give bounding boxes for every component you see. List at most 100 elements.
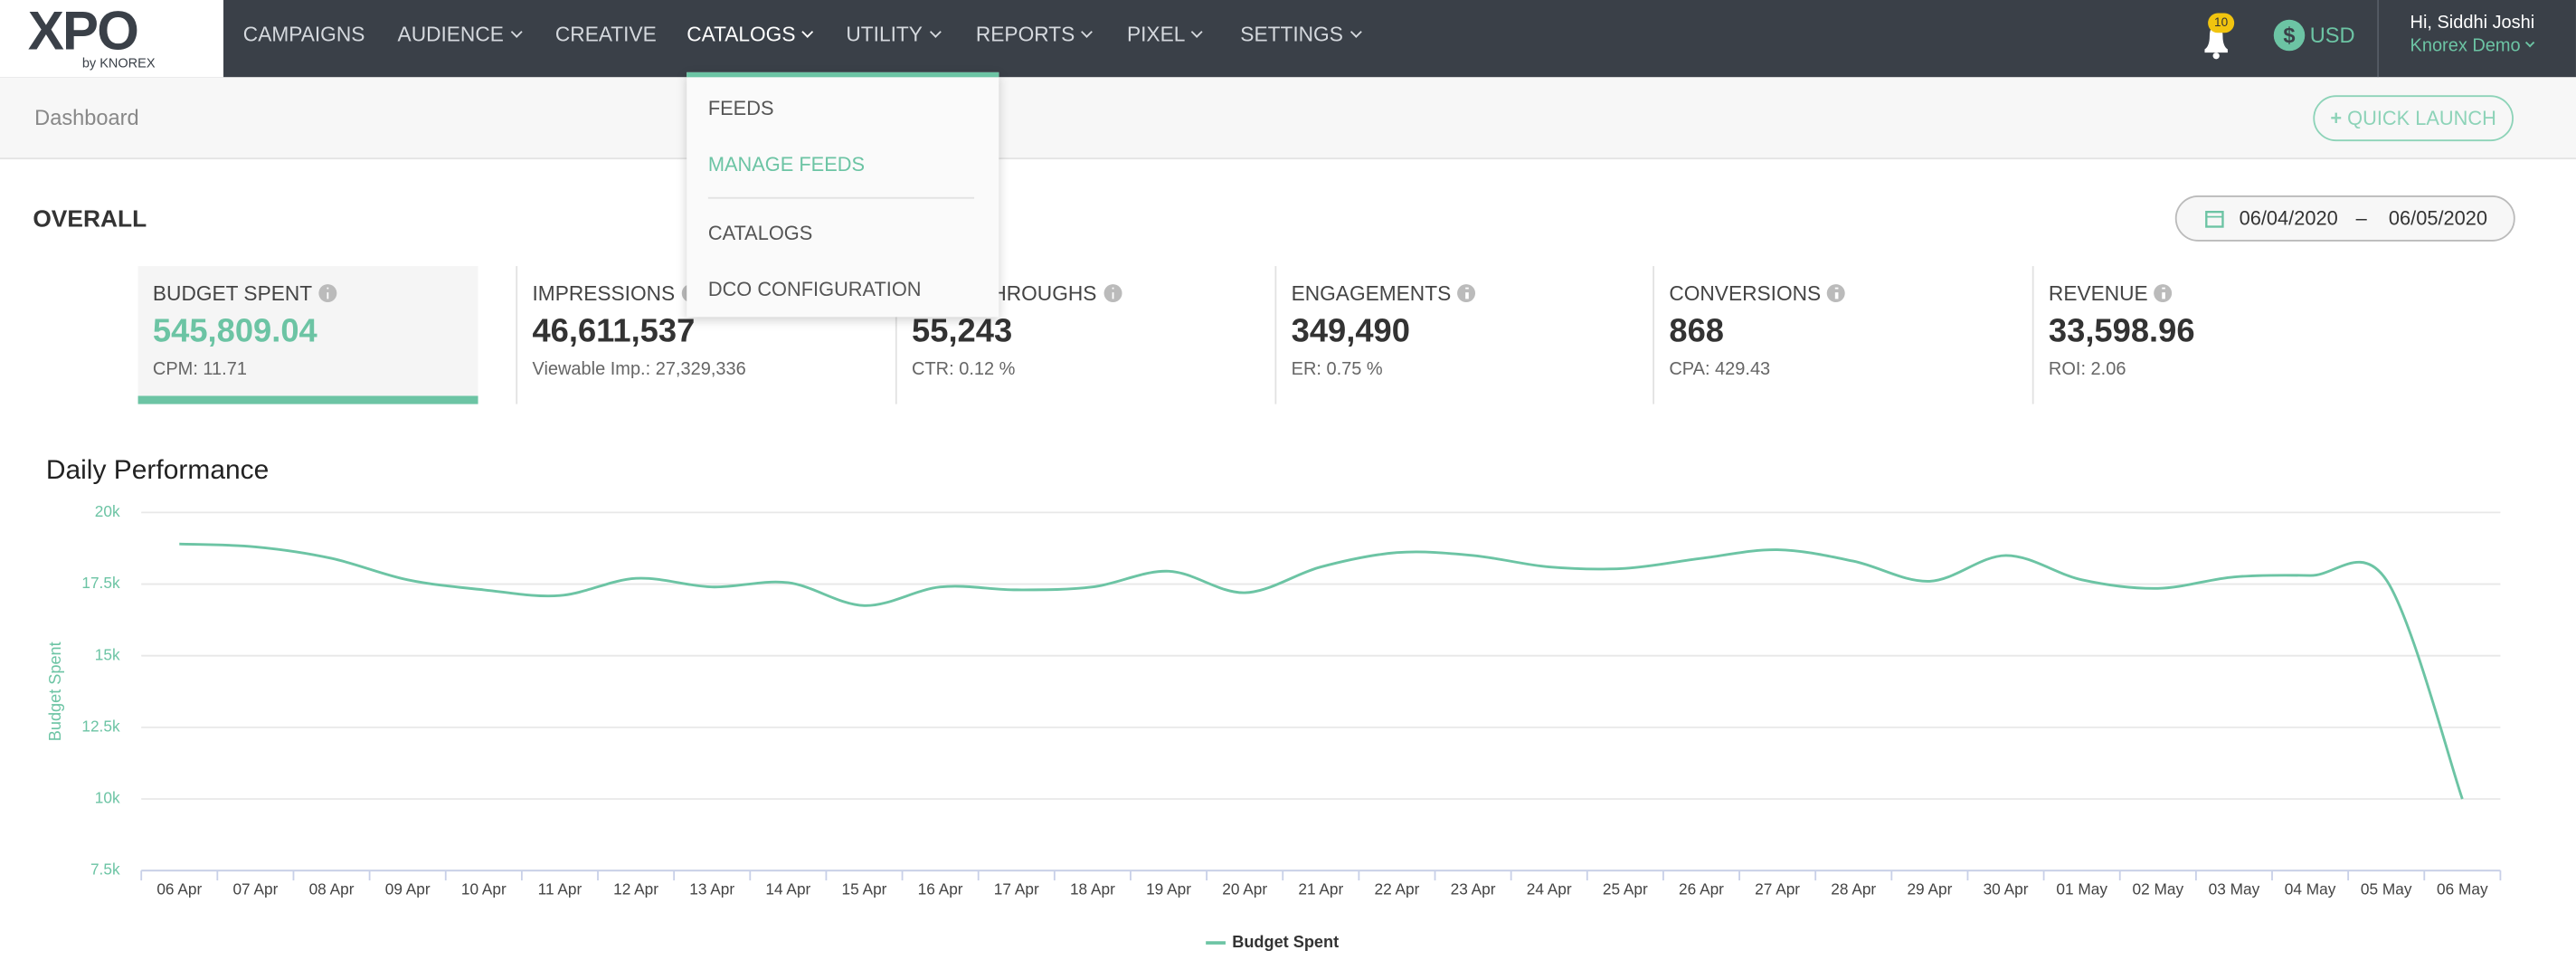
- chart: Daily Performance Budget Spent 7.5k 10k 12…: [46, 455, 2502, 951]
- dropdown-item[interactable]: CATALOGS: [707, 222, 813, 245]
- x-tick-label: 24 Apr: [1527, 880, 1572, 898]
- metric-sub: Viewable Imp.: 27,329,336: [532, 359, 746, 380]
- y-tick-label: 20k: [95, 502, 120, 520]
- metric-card[interactable]: BUDGET SPENT 545,809.04 CPM: 11.71: [137, 266, 478, 404]
- x-tick-label: 22 Apr: [1374, 880, 1419, 898]
- x-tick-label: 08 Apr: [309, 880, 355, 898]
- currency[interactable]: USD: [2309, 23, 2355, 48]
- date-range-picker[interactable]: 06/04/2020 – 06/05/2020: [2174, 195, 2515, 242]
- metric-card[interactable]: ENGAGEMENTS 349,490 ER: 0.75 %: [1274, 266, 1616, 404]
- quick-launch-label: QUICK LAUNCH: [2347, 107, 2496, 130]
- x-tick-label: 25 Apr: [1603, 880, 1648, 898]
- nav-item[interactable]: REPORTS: [975, 23, 1094, 46]
- y-tick-label: 15k: [95, 645, 120, 663]
- top-nav: XPO by KNOREX CAMPAIGNS AUDIENCE CREATIV…: [0, 0, 2576, 78]
- line-series: [179, 542, 2464, 800]
- logo[interactable]: XPO by KNOREX: [0, 0, 224, 78]
- x-tick-label: 11 Apr: [538, 880, 582, 898]
- info-icon: [2154, 284, 2173, 303]
- x-tick-label: 06 Apr: [156, 880, 202, 898]
- x-tick-label: 17 Apr: [994, 880, 1039, 898]
- x-tick-label: 27 Apr: [1755, 880, 1800, 898]
- chart-title: Daily Performance: [46, 455, 269, 485]
- dropdown-item[interactable]: MANAGE FEEDS: [707, 152, 866, 176]
- divider: [1274, 266, 1277, 404]
- calendar-icon: [2205, 211, 2224, 228]
- dropdown-item[interactable]: FEEDS: [707, 97, 774, 120]
- metric-sub: CPA: 429.43: [1669, 359, 1771, 380]
- x-tick-label: 01 May: [2056, 880, 2107, 898]
- legend-label: Budget Spent: [1232, 933, 1339, 951]
- nav-label: PIXEL: [1126, 23, 1186, 46]
- x-tick-label: 18 Apr: [1070, 880, 1115, 898]
- info-icon: [1103, 284, 1122, 303]
- x-tick-label: 04 May: [2285, 880, 2336, 898]
- logo-sub: by KNOREX: [81, 55, 156, 71]
- nav-item[interactable]: CAMPAIGNS: [243, 23, 365, 45]
- metric-sub: CTR: 0.12 %: [912, 359, 1016, 380]
- nav-item[interactable]: UTILITY: [846, 23, 941, 46]
- date-separator: –: [2355, 206, 2367, 231]
- y-axis-title: Budget Spent: [46, 642, 64, 741]
- x-tick-label: 29 Apr: [1907, 880, 1952, 898]
- account[interactable]: Knorex Demo: [2410, 35, 2535, 56]
- dropdown-divider: [707, 196, 975, 199]
- info-icon: [318, 284, 337, 303]
- x-tick-label: 21 Apr: [1298, 880, 1343, 898]
- divider: [516, 266, 518, 404]
- metric-sub: CPM: 11.71: [152, 359, 247, 380]
- x-tick-label: 09 Apr: [385, 880, 431, 898]
- info-icon: [1457, 284, 1476, 303]
- metric-sub: ROI: 2.06: [2048, 359, 2126, 380]
- x-tick-label: 10 Apr: [461, 880, 507, 898]
- metric-label-text: IMPRESSIONS: [532, 282, 676, 306]
- dropdown-item[interactable]: DCO CONFIGURATION: [707, 277, 922, 301]
- nav-label: CREATIVE: [554, 23, 657, 46]
- nav-item[interactable]: CREATIVE: [555, 23, 657, 45]
- metric-label-text: BUDGET SPENT: [152, 282, 313, 306]
- nav-item[interactable]: PIXEL: [1126, 23, 1204, 46]
- info-icon: [1827, 284, 1846, 303]
- metric-label-text: CONVERSIONS: [1669, 282, 1822, 306]
- quick-launch-button[interactable]: + QUICK LAUNCH: [2313, 95, 2514, 142]
- nav-item[interactable]: SETTINGS: [1240, 23, 1361, 46]
- nav-label: REPORTS: [975, 23, 1075, 46]
- divider: [2377, 0, 2380, 78]
- metric-label: ENGAGEMENTS: [1291, 282, 1476, 306]
- metric-label-text: ENGAGEMENTS: [1291, 282, 1452, 306]
- metric-value: 55,243: [912, 313, 1013, 350]
- metric-card[interactable]: CONVERSIONS 868 CPA: 429.43: [1653, 266, 1994, 404]
- nav-item[interactable]: AUDIENCE: [397, 23, 522, 46]
- y-tick-label: 7.5k: [90, 860, 120, 879]
- x-tick-label: 06 May: [2437, 880, 2488, 898]
- metric-label: IMPRESSIONS: [532, 282, 700, 306]
- nav-label: AUDIENCE: [397, 23, 504, 46]
- metric-value: 46,611,537: [532, 313, 696, 350]
- x-tick-label: 26 Apr: [1679, 880, 1724, 898]
- x-tick-label: 03 May: [2209, 880, 2260, 898]
- metric-label: CONVERSIONS: [1669, 282, 1846, 306]
- x-tick-label: 12 Apr: [613, 880, 658, 898]
- divider: [1653, 266, 1655, 404]
- nav-label: CAMPAIGNS: [242, 23, 365, 46]
- y-tick-label: 12.5k: [81, 717, 120, 735]
- notification-badge: 10: [2208, 13, 2235, 33]
- nav-label: UTILITY: [846, 23, 923, 46]
- y-tick-label: 10k: [95, 789, 120, 807]
- logo-text: XPO: [27, 0, 139, 62]
- metric-value: 33,598.96: [2048, 313, 2195, 350]
- breadcrumb: Dashboard: [34, 105, 139, 130]
- account-name: Knorex Demo: [2410, 35, 2521, 56]
- x-tick-label: 15 Apr: [842, 880, 887, 898]
- x-tick-label: 19 Apr: [1146, 880, 1191, 898]
- x-tick-label: 23 Apr: [1451, 880, 1496, 898]
- x-tick-label: 30 Apr: [1984, 880, 2029, 898]
- nav-item[interactable]: CATALOGS: [687, 23, 814, 46]
- metric-card[interactable]: REVENUE 33,598.96 ROI: 2.06: [2031, 266, 2374, 404]
- metric-value: 545,809.04: [152, 313, 317, 350]
- divider: [895, 266, 897, 404]
- x-tick-label: 07 Apr: [232, 880, 278, 898]
- nav-label: SETTINGS: [1240, 23, 1343, 46]
